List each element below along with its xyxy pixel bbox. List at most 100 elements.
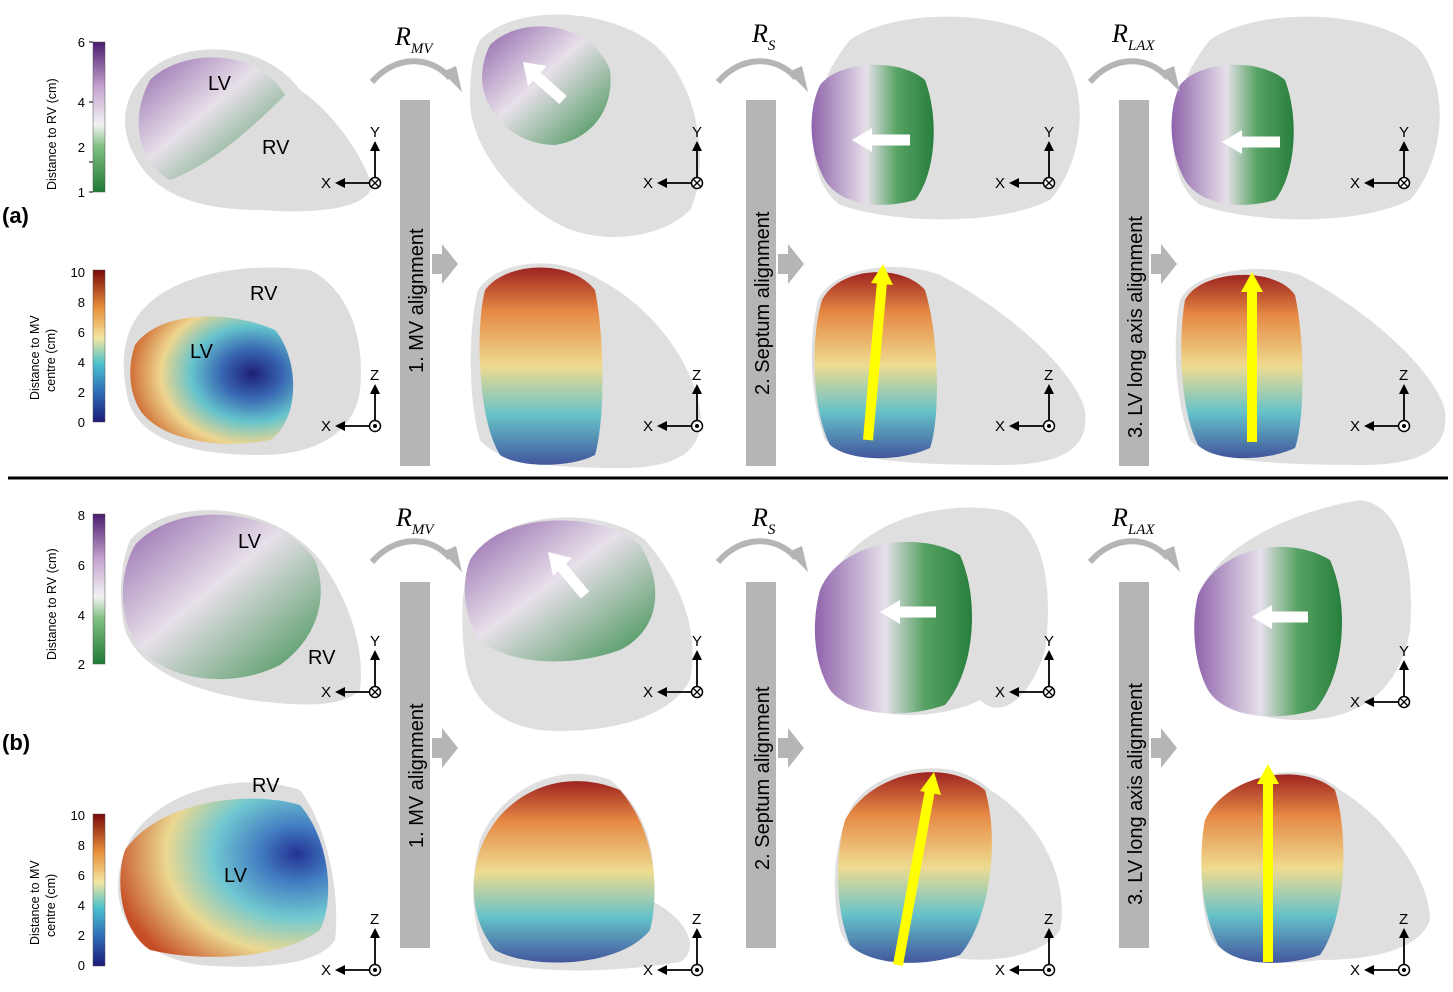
axis-triad-xz: Z X xyxy=(643,367,704,435)
svg-text:X: X xyxy=(1350,175,1360,192)
cb-tick: 4 xyxy=(78,608,85,623)
svg-text:X: X xyxy=(1350,962,1360,979)
cb-tick: 4 xyxy=(78,95,85,110)
svg-text:X: X xyxy=(321,962,331,979)
svg-text:Z: Z xyxy=(1399,911,1408,928)
svg-text:RS: RS xyxy=(751,503,776,538)
axis-triad-xy: Y X xyxy=(643,633,704,701)
step-bar-septum-a: 2. Septum alignment xyxy=(746,100,776,466)
svg-text:RLAX: RLAX xyxy=(1111,19,1155,54)
cb-tick: 4 xyxy=(78,355,85,370)
step-bar-septum-b: 2. Septum alignment xyxy=(746,582,776,948)
svg-text:X: X xyxy=(321,684,331,701)
step-bar-mv-a: 1. MV alignment xyxy=(400,100,430,466)
svg-text:Y: Y xyxy=(692,124,702,141)
step-bar-mv-b: 1. MV alignment xyxy=(400,582,430,948)
svg-text:Y: Y xyxy=(1399,643,1409,660)
axis-triad-xz: Z X xyxy=(1350,911,1411,979)
cb-tick: 6 xyxy=(78,35,85,50)
svg-text:X: X xyxy=(995,684,1005,701)
svg-text:X: X xyxy=(995,175,1005,192)
colorbar-title: Distance to RV (cm) xyxy=(45,548,59,660)
mesh-a-original-top: LV RV xyxy=(125,49,372,212)
cb-tick: 10 xyxy=(71,265,85,280)
axis-triad-xz: Z X xyxy=(995,367,1056,435)
mesh-b-lax-bottom xyxy=(1201,764,1430,963)
panel-label-b: (b) xyxy=(2,730,30,755)
svg-text:Y: Y xyxy=(370,124,380,141)
mesh-label-rv: RV xyxy=(262,137,290,159)
mesh-a-original-bottom: RV LV xyxy=(123,267,361,455)
cb-tick: 8 xyxy=(78,295,85,310)
mesh-b-lax-top xyxy=(1194,500,1411,720)
axis-triad-xy: Y X xyxy=(1350,643,1411,711)
axis-triad-xz: Z X xyxy=(995,911,1056,979)
mesh-a-septum-top xyxy=(811,16,1080,220)
rotation-label-s-b: RS xyxy=(751,503,776,538)
mesh-label-lv: LV xyxy=(190,341,214,363)
mesh-a-lax-bottom xyxy=(1175,268,1446,465)
colorbar-distance-to-mv-a: 0 2 4 6 8 10 Distance to MV centre (cm) xyxy=(28,265,106,430)
svg-text:X: X xyxy=(995,962,1005,979)
step-bar-lax-b: 3. LV long axis alignment xyxy=(1119,582,1149,948)
svg-text:Z: Z xyxy=(1399,367,1408,384)
step-bar-lax-a: 3. LV long axis alignment xyxy=(1119,100,1149,466)
step-label: 2. Septum alignment xyxy=(752,686,774,870)
rotation-label-lax-b: RLAX xyxy=(1111,503,1155,538)
svg-text:X: X xyxy=(1350,418,1360,435)
svg-text:Z: Z xyxy=(692,911,701,928)
colorbar-title-line1: Distance to MV xyxy=(28,315,42,400)
svg-text:X: X xyxy=(643,684,653,701)
step-label: 3. LV long axis alignment xyxy=(1125,683,1147,905)
cb-tick: 1 xyxy=(78,185,85,200)
svg-text:X: X xyxy=(995,418,1005,435)
rotation-label-s-a: RS xyxy=(751,19,776,54)
step-label: 1. MV alignment xyxy=(406,228,428,373)
svg-text:RLAX: RLAX xyxy=(1111,503,1155,538)
cb-tick: 8 xyxy=(78,508,85,523)
svg-text:X: X xyxy=(1350,694,1360,711)
cb-tick: 6 xyxy=(78,868,85,883)
svg-text:Z: Z xyxy=(1044,367,1053,384)
colorbar-title-line2: centre (cm) xyxy=(44,329,58,392)
cb-tick: 2 xyxy=(78,657,85,672)
step-label: 3. LV long axis alignment xyxy=(1125,216,1147,438)
mesh-label-lv: LV xyxy=(224,865,248,887)
mesh-a-mv-top xyxy=(470,14,700,237)
axis-triad-xy: Y X xyxy=(1350,124,1411,192)
svg-text:X: X xyxy=(321,418,331,435)
mesh-b-original-top: LV RV xyxy=(120,510,361,705)
svg-text:Z: Z xyxy=(370,911,379,928)
colorbar-distance-to-rv-a: 1 2 4 6 Distance to RV (cm) xyxy=(45,35,106,200)
svg-text:Z: Z xyxy=(692,367,701,384)
mesh-b-mv-bottom xyxy=(473,773,690,971)
cb-tick: 2 xyxy=(78,928,85,943)
step-label: 2. Septum alignment xyxy=(752,211,774,395)
mesh-b-mv-top xyxy=(462,517,693,731)
colorbar-title-line2: centre (cm) xyxy=(44,874,58,937)
axis-triad-xy: Y X xyxy=(321,124,382,192)
axis-triad-xy: Y X xyxy=(995,124,1056,192)
mesh-b-original-bottom: RV LV xyxy=(118,775,337,967)
mesh-label-lv: LV xyxy=(238,531,262,553)
mesh-label-rv: RV xyxy=(250,283,278,305)
svg-text:RS: RS xyxy=(751,19,776,54)
mesh-b-septum-bottom xyxy=(834,768,1062,966)
colorbar-title: Distance to RV (cm) xyxy=(45,78,59,190)
mesh-a-septum-bottom xyxy=(811,264,1086,465)
axis-triad-xy: Y X xyxy=(643,124,704,192)
axis-triad-xz: Z X xyxy=(321,367,382,435)
rotation-label-mv-b: RMV xyxy=(395,503,435,538)
cb-tick: 2 xyxy=(78,385,85,400)
axis-triad-xz: Z X xyxy=(1350,367,1411,435)
rotation-arrowheads xyxy=(442,66,1180,572)
mesh-a-lax-top xyxy=(1171,16,1440,220)
mesh-label-rv: RV xyxy=(308,647,336,669)
mesh-a-mv-bottom xyxy=(470,263,701,468)
svg-text:Y: Y xyxy=(1044,633,1054,650)
rotation-label-mv-a: RMV xyxy=(394,22,434,57)
cb-tick: 4 xyxy=(78,898,85,913)
step-label: 1. MV alignment xyxy=(406,703,428,848)
cb-tick: 6 xyxy=(78,558,85,573)
